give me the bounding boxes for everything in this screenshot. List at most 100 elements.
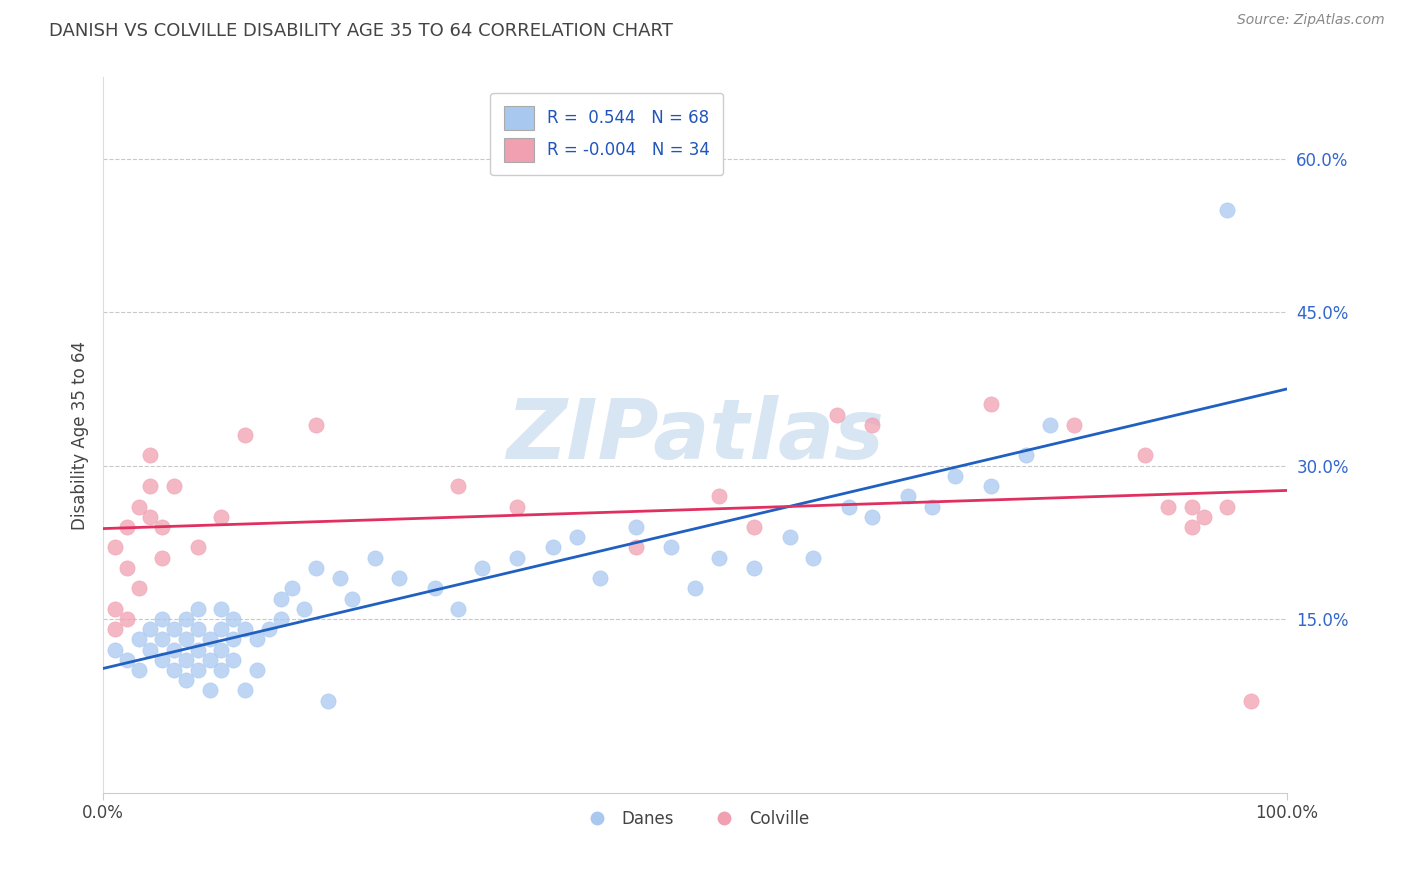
Point xyxy=(624,520,647,534)
Point xyxy=(270,591,292,606)
Point xyxy=(139,509,162,524)
Point xyxy=(1192,509,1215,524)
Point xyxy=(233,683,256,698)
Point xyxy=(139,622,162,636)
Point xyxy=(233,622,256,636)
Text: Source: ZipAtlas.com: Source: ZipAtlas.com xyxy=(1237,13,1385,28)
Point xyxy=(305,417,328,432)
Point xyxy=(921,500,943,514)
Point xyxy=(150,612,173,626)
Point xyxy=(174,632,197,647)
Point xyxy=(305,561,328,575)
Point xyxy=(447,479,470,493)
Point xyxy=(1063,417,1085,432)
Point xyxy=(187,601,209,615)
Point xyxy=(187,663,209,677)
Point xyxy=(281,582,304,596)
Point xyxy=(1157,500,1180,514)
Point xyxy=(128,500,150,514)
Point xyxy=(860,509,883,524)
Point xyxy=(246,663,269,677)
Point xyxy=(139,479,162,493)
Point xyxy=(624,541,647,555)
Point xyxy=(211,601,233,615)
Point xyxy=(115,612,138,626)
Point xyxy=(198,653,221,667)
Point xyxy=(246,632,269,647)
Y-axis label: Disability Age 35 to 64: Disability Age 35 to 64 xyxy=(72,341,89,530)
Point xyxy=(150,653,173,667)
Point xyxy=(150,520,173,534)
Point xyxy=(104,601,127,615)
Point xyxy=(187,642,209,657)
Point xyxy=(779,530,801,544)
Point xyxy=(1181,500,1204,514)
Point xyxy=(174,612,197,626)
Point xyxy=(222,632,245,647)
Point xyxy=(1216,500,1239,514)
Point xyxy=(211,663,233,677)
Point xyxy=(860,417,883,432)
Point xyxy=(565,530,588,544)
Point xyxy=(115,520,138,534)
Point xyxy=(115,561,138,575)
Point xyxy=(980,479,1002,493)
Point xyxy=(316,694,339,708)
Point xyxy=(340,591,363,606)
Point xyxy=(198,683,221,698)
Point xyxy=(388,571,411,585)
Point xyxy=(104,642,127,657)
Point xyxy=(163,622,186,636)
Point xyxy=(659,541,682,555)
Point xyxy=(222,653,245,667)
Point xyxy=(222,612,245,626)
Point xyxy=(128,632,150,647)
Point xyxy=(506,550,529,565)
Point xyxy=(506,500,529,514)
Point xyxy=(150,632,173,647)
Point xyxy=(1015,449,1038,463)
Point xyxy=(471,561,494,575)
Point xyxy=(233,428,256,442)
Point xyxy=(163,479,186,493)
Point xyxy=(838,500,860,514)
Point xyxy=(104,541,127,555)
Point xyxy=(187,541,209,555)
Point xyxy=(1181,520,1204,534)
Point xyxy=(128,582,150,596)
Point xyxy=(128,663,150,677)
Point xyxy=(707,550,730,565)
Point xyxy=(104,622,127,636)
Point xyxy=(364,550,387,565)
Point xyxy=(1216,203,1239,218)
Text: ZIPatlas: ZIPatlas xyxy=(506,394,884,475)
Point xyxy=(801,550,824,565)
Point xyxy=(943,469,966,483)
Point xyxy=(1039,417,1062,432)
Point xyxy=(150,550,173,565)
Point xyxy=(742,561,765,575)
Point xyxy=(1240,694,1263,708)
Point xyxy=(447,601,470,615)
Point xyxy=(174,673,197,688)
Point xyxy=(423,582,446,596)
Point xyxy=(825,408,848,422)
Point xyxy=(742,520,765,534)
Point xyxy=(541,541,564,555)
Point xyxy=(292,601,315,615)
Legend: Danes, Colville: Danes, Colville xyxy=(574,803,817,834)
Point xyxy=(589,571,612,585)
Point xyxy=(139,642,162,657)
Point xyxy=(257,622,280,636)
Point xyxy=(897,489,920,503)
Point xyxy=(139,449,162,463)
Point xyxy=(211,642,233,657)
Point xyxy=(329,571,352,585)
Point xyxy=(270,612,292,626)
Point xyxy=(683,582,706,596)
Point xyxy=(1133,449,1156,463)
Point xyxy=(163,642,186,657)
Point xyxy=(707,489,730,503)
Text: DANISH VS COLVILLE DISABILITY AGE 35 TO 64 CORRELATION CHART: DANISH VS COLVILLE DISABILITY AGE 35 TO … xyxy=(49,22,673,40)
Point xyxy=(187,622,209,636)
